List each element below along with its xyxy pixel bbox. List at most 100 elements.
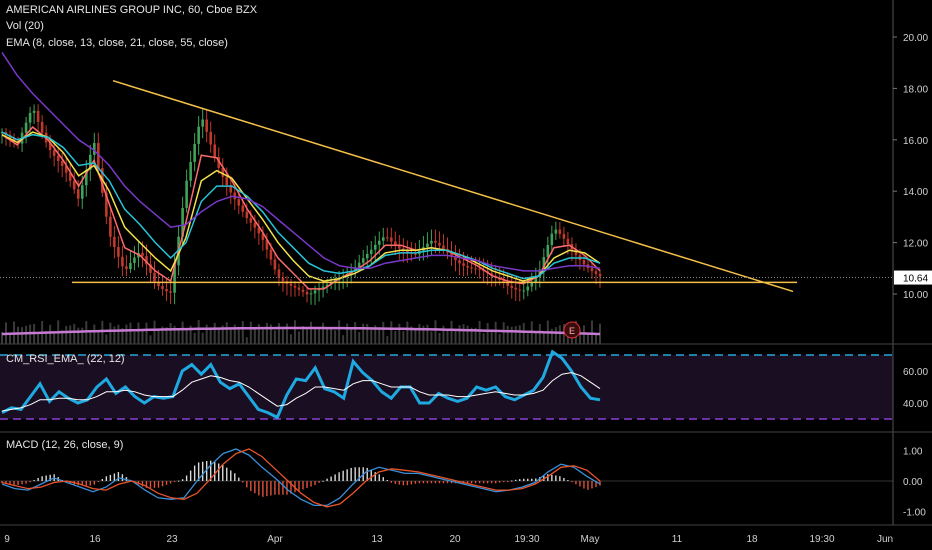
volume-bar bbox=[133, 331, 136, 344]
macd-histogram-bar bbox=[161, 481, 164, 487]
candle-body bbox=[197, 126, 200, 144]
macd-histogram-bar bbox=[238, 477, 240, 481]
x-tick-label: 20 bbox=[449, 534, 461, 545]
candle-body bbox=[233, 192, 237, 200]
macd-histogram-bar bbox=[346, 469, 348, 481]
volume-bar bbox=[97, 331, 100, 344]
volume-bar bbox=[241, 321, 244, 344]
macd-histogram-bar bbox=[218, 463, 220, 481]
macd-histogram-bar bbox=[515, 479, 517, 481]
candle-body bbox=[554, 229, 558, 234]
volume-bar bbox=[470, 327, 473, 344]
candle-body bbox=[141, 252, 144, 257]
candle-body bbox=[209, 131, 212, 145]
candle-body bbox=[88, 154, 92, 170]
macd-legend[interactable]: MACD (12, 26, close, 9) bbox=[6, 439, 124, 451]
macd-histogram-bar bbox=[33, 480, 35, 482]
macd-series-line bbox=[1, 448, 601, 507]
ema-legend[interactable]: EMA (8, close, 13, close, 21, close, 55,… bbox=[6, 37, 228, 49]
macd-histogram-bar bbox=[523, 478, 525, 481]
candle-body bbox=[590, 268, 594, 272]
candle-body bbox=[181, 207, 184, 237]
x-tick-label: 19:30 bbox=[809, 534, 834, 545]
candle-body bbox=[125, 266, 128, 269]
macd-histogram-bar bbox=[89, 481, 91, 486]
volume-bar bbox=[518, 325, 521, 344]
volume-bar bbox=[77, 327, 80, 344]
volume-bar bbox=[386, 336, 389, 344]
macd-histogram-bar bbox=[438, 481, 441, 484]
macd-histogram-bar bbox=[442, 481, 445, 484]
volume-bar bbox=[374, 325, 377, 344]
volume-bar bbox=[318, 327, 321, 344]
macd-histogram-bar bbox=[294, 481, 296, 493]
macd-histogram-bar bbox=[286, 481, 288, 495]
volume-bar bbox=[25, 325, 28, 344]
candle-body bbox=[458, 260, 461, 264]
volume-bar bbox=[229, 329, 232, 344]
rsi-pane bbox=[0, 349, 893, 420]
candle-body bbox=[157, 281, 160, 286]
candle-body bbox=[377, 240, 381, 245]
macd-histogram-bar bbox=[406, 481, 409, 486]
volume-bar bbox=[594, 332, 597, 344]
volume-bar bbox=[366, 323, 369, 344]
volume-bar bbox=[261, 329, 264, 344]
candle-body bbox=[394, 241, 397, 246]
volume-bar bbox=[506, 325, 509, 344]
candle-body bbox=[48, 142, 52, 151]
macd-histogram-bar bbox=[101, 479, 104, 481]
macd-histogram-bar bbox=[318, 481, 320, 483]
candle-body bbox=[289, 283, 293, 286]
candle-body bbox=[369, 249, 373, 254]
volume-bar bbox=[502, 322, 505, 344]
volume-bar bbox=[281, 327, 284, 344]
volume-bar bbox=[49, 324, 52, 344]
candle-body bbox=[245, 211, 249, 219]
candle-body bbox=[133, 257, 136, 263]
volume-bar bbox=[225, 322, 228, 344]
macd-histogram-bar bbox=[390, 481, 393, 483]
macd-histogram-bar bbox=[579, 481, 581, 487]
candle-body bbox=[414, 253, 417, 255]
volume-bar bbox=[390, 321, 393, 344]
macd-histogram-bar bbox=[322, 480, 324, 482]
volume-bar bbox=[257, 324, 260, 344]
candle-body bbox=[76, 189, 80, 199]
candle-body bbox=[273, 259, 277, 270]
volume-bar bbox=[522, 323, 525, 344]
candle-body bbox=[269, 249, 273, 260]
macd-histogram-bar bbox=[386, 479, 388, 481]
volume-bar bbox=[590, 320, 593, 344]
volume-bar bbox=[277, 323, 280, 344]
volume-legend[interactable]: Vol (20) bbox=[6, 20, 44, 32]
rsi-band-fill bbox=[0, 355, 893, 419]
candle-body bbox=[213, 144, 217, 158]
macd-histogram-bar bbox=[474, 481, 477, 484]
macd-histogram-bar bbox=[262, 481, 264, 497]
rsi-tick-label: 60.00 bbox=[903, 367, 928, 378]
macd-histogram-bar bbox=[378, 474, 380, 481]
macd-histogram-bar bbox=[527, 478, 529, 481]
volume-bar bbox=[334, 330, 337, 344]
volume-bar bbox=[125, 324, 128, 344]
volume-bar bbox=[362, 323, 365, 344]
rsi-legend[interactable]: CM_RSI_EMA_ (22, 12) bbox=[6, 353, 125, 365]
candle-body bbox=[373, 244, 377, 250]
macd-histogram-bar bbox=[486, 481, 489, 484]
candle-body bbox=[189, 161, 192, 181]
macd-tick-label: 1.00 bbox=[903, 447, 923, 458]
volume-bar bbox=[326, 327, 329, 344]
macd-histogram-bar bbox=[209, 460, 212, 481]
volume-bar bbox=[378, 327, 381, 344]
volume-bar bbox=[438, 332, 441, 344]
volume-bar bbox=[217, 329, 220, 344]
volume-bar bbox=[153, 320, 156, 344]
volume-bar bbox=[490, 331, 493, 344]
volume-bar bbox=[209, 327, 212, 344]
macd-histogram-bar bbox=[157, 481, 160, 488]
candle-body bbox=[325, 284, 329, 287]
macd-histogram-bar bbox=[410, 481, 413, 485]
macd-tick-label: 0.00 bbox=[903, 477, 923, 488]
